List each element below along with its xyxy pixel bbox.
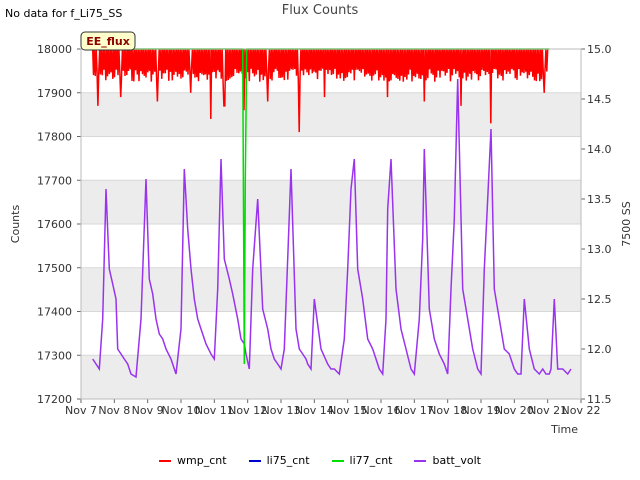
y2-tick-label: 15.0 (587, 43, 612, 56)
legend-label: wmp_cnt (177, 454, 227, 467)
y2-tick-label: 12.0 (587, 343, 612, 356)
x-tick-label: Nov 22 (562, 404, 601, 417)
legend-label: li77_cnt (349, 454, 393, 467)
y-tick-label: 17800 (37, 131, 72, 144)
y-axis-label: Counts (9, 205, 22, 244)
y-tick-label: 18000 (37, 43, 72, 56)
x-tick-label: Nov 15 (328, 404, 367, 417)
annotation-label: EE_flux (86, 35, 130, 48)
y-tick-label: 17400 (37, 306, 72, 319)
x-tick-label: Nov 16 (362, 404, 401, 417)
grid-band (81, 355, 581, 399)
x-axis-label: Time (550, 423, 578, 436)
x-tick-label: Nov 14 (295, 404, 334, 417)
y-tick-label: 17200 (37, 393, 72, 406)
x-tick-label: Nov 7 (65, 404, 97, 417)
legend-item-li75_cnt: li75_cnt (248, 454, 310, 467)
grid-band (81, 267, 581, 312)
x-tick-label: Nov 8 (98, 404, 130, 417)
y2-tick-label: 14.0 (587, 143, 612, 156)
legend-label: batt_volt (432, 454, 481, 467)
plot-frame (80, 48, 582, 400)
x-tick-label: Nov 12 (228, 404, 267, 417)
y2-axis-label: 7500 SS (620, 201, 633, 246)
x-tick-label: Nov 17 (395, 404, 434, 417)
y2-tick-label: 13.5 (587, 193, 612, 206)
legend-item-wmp_cnt: wmp_cnt (159, 454, 227, 467)
y2-tick-label: 11.5 (587, 393, 612, 406)
legend-swatch (414, 460, 427, 462)
legend-label: li75_cnt (266, 454, 310, 467)
legend-swatch (159, 460, 172, 462)
x-tick-label: Nov 11 (195, 404, 234, 417)
y-tick-label: 17600 (37, 218, 72, 231)
y-tick-label: 17900 (37, 87, 72, 100)
y2-tick-label: 13.0 (587, 243, 612, 256)
x-tick-label: Nov 10 (162, 404, 201, 417)
y-tick-label: 17700 (37, 174, 72, 187)
chart-legend: wmp_cnt li75_cnt li77_cnt batt_volt (0, 454, 640, 467)
annotation-box (80, 31, 136, 51)
series-batt_volt (92, 78, 572, 379)
no-data-message: No data for f_Li75_SS (5, 7, 123, 20)
x-tick-label: Nov 20 (495, 404, 534, 417)
grid-band (81, 92, 581, 137)
grid-band (81, 180, 581, 224)
y2-tick-label: 12.5 (587, 293, 612, 306)
x-tick-label: Nov 18 (428, 404, 467, 417)
x-tick-label: Nov 21 (528, 404, 567, 417)
x-tick-label: Nov 9 (132, 404, 164, 417)
legend-item-li77_cnt: li77_cnt (331, 454, 393, 467)
y-tick-label: 17500 (37, 262, 72, 275)
x-tick-label: Nov 19 (462, 404, 501, 417)
legend-swatch (331, 460, 344, 462)
y2-tick-label: 14.5 (587, 93, 612, 106)
y-tick-label: 17300 (37, 349, 72, 362)
legend-swatch (248, 460, 261, 462)
chart-title: Flux Counts (281, 3, 359, 18)
x-tick-label: Nov 13 (262, 404, 301, 417)
legend-item-batt_volt: batt_volt (414, 454, 481, 467)
